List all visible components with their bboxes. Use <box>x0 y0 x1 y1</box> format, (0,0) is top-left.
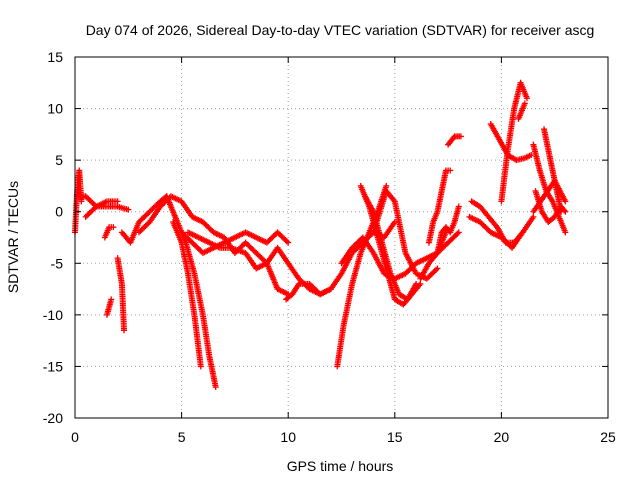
data-point <box>455 229 462 236</box>
data-point <box>121 327 128 334</box>
data-point <box>562 229 569 236</box>
data-point <box>78 198 85 205</box>
data-series-24 <box>466 213 537 251</box>
x-tick-label: 20 <box>494 429 510 445</box>
y-tick-label: 5 <box>55 152 63 168</box>
x-tick-label: 25 <box>600 429 616 445</box>
data-series-31 <box>532 188 569 226</box>
data-point <box>212 384 219 391</box>
y-tick-label: 10 <box>47 101 63 117</box>
data-point <box>108 296 115 303</box>
data-point <box>562 198 569 205</box>
plot-frame <box>74 56 609 419</box>
plot-points <box>72 79 569 391</box>
data-point <box>283 238 290 245</box>
data-series-21 <box>425 167 454 246</box>
y-axis-label: SDTVAR / TECUs <box>5 181 21 293</box>
data-point <box>285 239 292 246</box>
data-point <box>433 266 440 273</box>
data-point <box>413 280 420 287</box>
data-series-18 <box>370 188 441 282</box>
data-series-26 <box>498 79 530 205</box>
data-point <box>455 203 462 210</box>
data-point <box>197 363 204 370</box>
y-tick-label: 15 <box>47 49 63 65</box>
y-tick-label: 0 <box>55 204 63 220</box>
y-tick-label: -10 <box>43 307 63 323</box>
data-series-29 <box>530 177 569 215</box>
data-point <box>434 265 441 272</box>
data-point <box>383 182 390 189</box>
data-point <box>457 133 464 140</box>
data-point <box>521 100 528 107</box>
x-tick-label: 5 <box>178 429 186 445</box>
data-series-8 <box>135 193 292 298</box>
data-series-6 <box>114 255 128 334</box>
grid <box>75 57 608 418</box>
data-series-13 <box>283 219 398 303</box>
ticks: 0 5 10 15 20 25 15 10 5 0 -5 -10 -15 -20 <box>43 49 616 445</box>
data-series-1 <box>72 167 85 236</box>
data-point <box>114 198 121 205</box>
chart-title: Day 074 of 2026, Sidereal Day-to-day VTE… <box>86 22 595 38</box>
data-point <box>447 167 454 174</box>
x-axis-label: GPS time / hours <box>287 458 394 474</box>
data-series-22 <box>434 203 462 256</box>
data-point <box>110 224 117 231</box>
data-series-7 <box>118 193 170 246</box>
data-point <box>523 95 530 102</box>
data-point <box>562 208 569 215</box>
x-tick-label: 10 <box>280 429 296 445</box>
x-tick-label: 15 <box>387 429 403 445</box>
y-tick-label: -5 <box>51 255 64 271</box>
data-point <box>530 213 537 220</box>
data-series-10 <box>170 219 204 370</box>
data-series-4 <box>101 224 117 241</box>
data-point <box>561 207 568 214</box>
data-point <box>391 219 398 226</box>
data-series-3 <box>82 198 121 220</box>
y-tick-label: -15 <box>43 358 63 374</box>
x-tick-label: 0 <box>71 429 79 445</box>
data-series-5 <box>103 296 115 318</box>
y-tick-label: -20 <box>43 410 63 426</box>
data-point <box>125 206 132 213</box>
data-series-20 <box>445 133 464 148</box>
data-series-30 <box>541 126 565 215</box>
data-series-27 <box>515 100 528 122</box>
data-point <box>454 230 461 237</box>
